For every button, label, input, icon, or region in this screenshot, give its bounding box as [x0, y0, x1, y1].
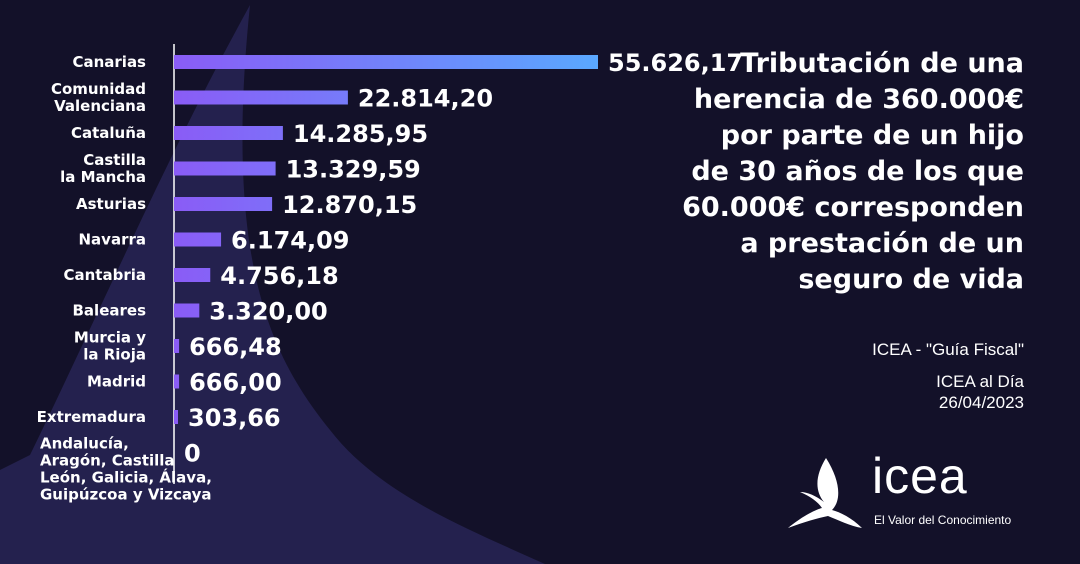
category-label: Castilla la Mancha [60, 151, 146, 186]
category-label: Baleares [73, 302, 147, 320]
title-line: de 30 años de los que [691, 156, 1024, 187]
title-line: 60.000€ corresponden [682, 192, 1024, 223]
category-label: Canarias [72, 53, 146, 71]
chart-title: Tributación de una herencia de 360.000€ … [604, 46, 1024, 298]
title-line: por parte de un hijo [720, 120, 1024, 151]
data-label: 666,00 [189, 369, 282, 397]
category-label: Navarra [79, 231, 147, 249]
icea-logo-icon [788, 458, 862, 528]
bar [174, 197, 273, 211]
data-label: 4.756,18 [220, 262, 338, 290]
icea-logo: icea El Valor del Conocimiento [786, 448, 1046, 532]
icea-wordmark: icea [872, 448, 968, 504]
title-line: seguro de vida [798, 264, 1024, 295]
category-label: Andalucía, Aragón, Castilla León, Galicia,… [40, 435, 212, 504]
source-guide: ICEA - "Guía Fiscal" [724, 339, 1024, 360]
data-label: 13.329,59 [286, 156, 421, 184]
category-label: Cantabria [64, 266, 147, 284]
category-label: Cataluña [71, 124, 146, 142]
source-publication: ICEA al Día 26/04/2023 [724, 371, 1024, 413]
bar [174, 374, 180, 389]
data-label: 0 [184, 440, 201, 468]
data-label: 12.870,15 [282, 191, 417, 219]
category-label: Madrid [87, 373, 146, 391]
value-labels-group: 55.626,17 22.814,20 14.285,95 13.329,59 12.8… [184, 49, 743, 468]
data-label: 3.320,00 [209, 298, 327, 326]
source-guide-text: ICEA - "Guía Fiscal" [872, 340, 1024, 359]
data-label: 666,48 [189, 333, 282, 361]
category-label: Comunidad Valenciana [51, 80, 146, 115]
category-label: Asturias [76, 195, 146, 213]
background-swoosh [0, 5, 545, 564]
data-label: 14.285,95 [293, 120, 428, 148]
bar [174, 126, 283, 140]
bar [174, 303, 200, 318]
source-publication-text: ICEA al Día [936, 372, 1024, 391]
bars-group [174, 55, 598, 424]
category-label: Murcia y la Rioja [74, 329, 146, 364]
bar [174, 268, 211, 282]
bar [174, 339, 180, 353]
data-label: 22.814,20 [358, 85, 493, 113]
bar [174, 232, 222, 247]
bar [174, 410, 178, 424]
bar [174, 90, 348, 105]
category-label: Extremadura [37, 408, 146, 426]
icea-tagline: El Valor del Conocimiento [874, 513, 1012, 527]
data-label: 6.174,09 [231, 227, 349, 255]
data-label: 303,66 [188, 404, 281, 432]
title-line: herencia de 360.000€ [693, 84, 1024, 115]
category-labels-group: Canarias Comunidad Valenciana Cataluña Casti… [37, 53, 212, 504]
bar [174, 55, 598, 69]
title-line: a prestación de un [740, 228, 1024, 259]
title-line: Tributación de una [740, 48, 1024, 79]
bar [174, 161, 276, 176]
data-label: 55.626,17 [608, 49, 743, 77]
source-date: 26/04/2023 [938, 393, 1024, 412]
